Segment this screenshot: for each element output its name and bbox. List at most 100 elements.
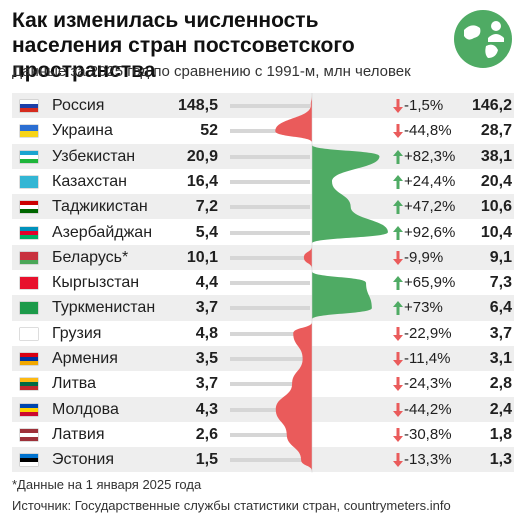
change-percent: -13,3% (404, 451, 452, 469)
table-row: Россия 148,5 -1,5% 146,2 (0, 93, 526, 119)
flag-band (20, 104, 38, 108)
value-1991: 148,5 (177, 97, 218, 114)
belarus-flag-icon (20, 251, 38, 264)
value-1991: 16,4 (186, 172, 218, 190)
flag-band (20, 327, 38, 340)
table-row: Казахстан 16,4 +24,4% 20,4 (0, 169, 526, 194)
baseline-bar (230, 205, 310, 210)
country-name: Россия (52, 97, 105, 114)
arrow-down-icon (393, 427, 403, 442)
baseline-bar (230, 281, 310, 286)
page-title: Как изменилась численность населения стр… (12, 9, 355, 82)
arrow-up-icon (393, 174, 403, 189)
arrow-up-icon (393, 149, 403, 164)
baseline-bar (230, 407, 310, 412)
country-name: Литва (52, 375, 96, 393)
change-percent: -1,5% (404, 97, 444, 114)
uzbekistan-flag-icon (20, 150, 38, 163)
table-row: Беларусь* 10,1 -9,9% 9,1 (0, 244, 526, 271)
arrow-down-icon (393, 326, 403, 341)
estonia-flag-icon (20, 454, 38, 467)
kyrgyzstan-flag-icon (20, 277, 38, 290)
baseline-bar (230, 357, 310, 361)
tajikistan-flag-icon (20, 201, 38, 214)
source-note: Источник: Государственные службы статист… (12, 498, 451, 513)
value-1991: 10,1 (186, 248, 218, 266)
flag-band (20, 277, 38, 290)
table-row: Молдова 4,3 -44,2% 2,4 (0, 396, 526, 422)
country-name: Молдова (52, 400, 119, 418)
value-2025: 7,3 (489, 274, 512, 292)
table-row: Туркменистан 3,7 +73% 6,4 (0, 295, 526, 321)
change-percent: -22,9% (404, 324, 452, 342)
flag-band (20, 259, 38, 264)
value-2025: 10,6 (480, 198, 512, 216)
value-2025: 38,1 (480, 147, 512, 165)
country-name: Армения (52, 350, 118, 367)
arrow-down-icon (393, 402, 403, 417)
baseline-bar (230, 382, 310, 387)
latvia-flag-icon (20, 428, 38, 441)
value-2025: 1,3 (489, 451, 512, 469)
flag-band (20, 205, 38, 210)
baseline-bar (230, 458, 310, 463)
page-subtitle: Данные за 2025 год по сравнению с 1991-м… (12, 63, 411, 80)
value-1991: 4,8 (195, 324, 218, 342)
table-row: Кыргызстан 4,4 +65,9% 7,3 (0, 270, 526, 295)
flag-band (20, 432, 38, 437)
arrow-down-icon (393, 453, 403, 468)
country-name: Украина (52, 122, 113, 140)
change-percent: -44,2% (404, 400, 452, 418)
flag-band (20, 175, 38, 188)
flag-band (20, 108, 38, 112)
country-name: Азербайджан (52, 223, 153, 241)
table-row: Украина 52 -44,8% 28,7 (0, 118, 526, 143)
table-row: Грузия 4,8 -22,9% 3,7 (0, 321, 526, 346)
baseline-bar (230, 230, 310, 235)
country-name: Кыргызстан (52, 274, 140, 292)
country-name: Грузия (52, 324, 102, 342)
armenia-flag-icon (20, 353, 38, 365)
table-row: Армения 3,5 -11,4% 3,1 (0, 346, 526, 372)
value-1991: 2,6 (195, 425, 218, 443)
globe-people-icon (454, 10, 512, 68)
change-percent: -9,9% (404, 248, 444, 266)
table-row: Латвия 2,6 -30,8% 1,8 (0, 422, 526, 447)
flag-band (20, 357, 38, 361)
value-1991: 52 (200, 122, 218, 140)
flag-band (20, 436, 38, 441)
flag-band (20, 454, 38, 459)
change-percent: +73% (404, 299, 443, 317)
value-2025: 146,2 (471, 97, 512, 114)
value-2025: 1,8 (489, 425, 512, 443)
flag-band (20, 100, 38, 104)
flag-band (20, 230, 38, 235)
arrow-up-icon (393, 225, 403, 240)
moldova-flag-icon (20, 403, 38, 416)
baseline-bar (230, 154, 310, 159)
change-percent: +24,4% (404, 172, 456, 190)
change-percent: -11,4% (404, 350, 451, 367)
value-2025: 28,7 (480, 122, 512, 140)
flag-band (20, 403, 38, 408)
change-percent: -24,3% (404, 375, 452, 393)
table-row: Узбекистан 20,9 +82,3% 38,1 (0, 143, 526, 169)
flag-band (20, 251, 38, 256)
flag-band (20, 378, 38, 383)
flag-band (20, 353, 38, 357)
value-2025: 3,1 (489, 350, 512, 367)
baseline-bar (230, 129, 310, 134)
flag-band (20, 361, 38, 365)
arrow-down-icon (393, 352, 403, 366)
flag-band (20, 462, 38, 467)
country-name: Беларусь* (52, 248, 129, 266)
table-row: Эстония 1,5 -13,3% 1,3 (0, 447, 526, 473)
value-2025: 6,4 (489, 299, 512, 317)
flag-band (20, 154, 38, 159)
arrow-down-icon (393, 250, 403, 265)
change-percent: -30,8% (404, 425, 452, 443)
change-percent: +92,6% (404, 223, 456, 241)
change-percent: +82,3% (404, 147, 456, 165)
baseline-bar (230, 255, 310, 260)
value-2025: 2,8 (489, 375, 512, 393)
